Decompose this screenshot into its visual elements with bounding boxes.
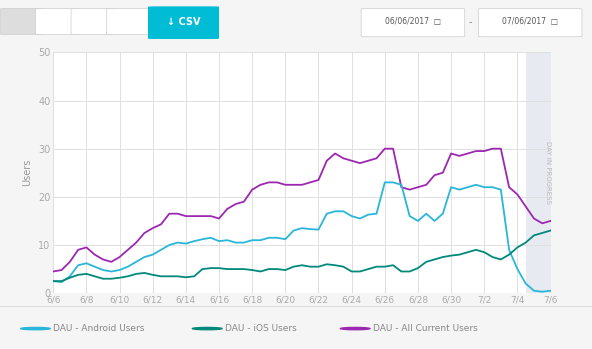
Circle shape	[340, 327, 370, 330]
FancyBboxPatch shape	[107, 9, 151, 35]
Text: DAU - All Current Users: DAU - All Current Users	[373, 324, 478, 333]
FancyBboxPatch shape	[36, 9, 80, 35]
Y-axis label: Users: Users	[22, 159, 33, 186]
Bar	[526, 52, 551, 293]
Circle shape	[192, 327, 222, 330]
FancyBboxPatch shape	[71, 9, 115, 35]
Text: -: -	[469, 17, 472, 27]
Circle shape	[21, 327, 50, 330]
Text: 07/06/2017  □: 07/06/2017 □	[502, 17, 558, 26]
Text: DAY IN PROGRESS: DAY IN PROGRESS	[545, 141, 551, 204]
Text: ↓ CSV: ↓ CSV	[167, 17, 200, 27]
FancyBboxPatch shape	[148, 6, 219, 39]
Text: DAU - Android Users: DAU - Android Users	[53, 324, 144, 333]
Text: 06/06/2017  □: 06/06/2017 □	[385, 17, 440, 26]
FancyBboxPatch shape	[478, 9, 582, 37]
FancyBboxPatch shape	[0, 9, 44, 35]
FancyBboxPatch shape	[361, 9, 465, 37]
Text: DAU - iOS Users: DAU - iOS Users	[225, 324, 297, 333]
